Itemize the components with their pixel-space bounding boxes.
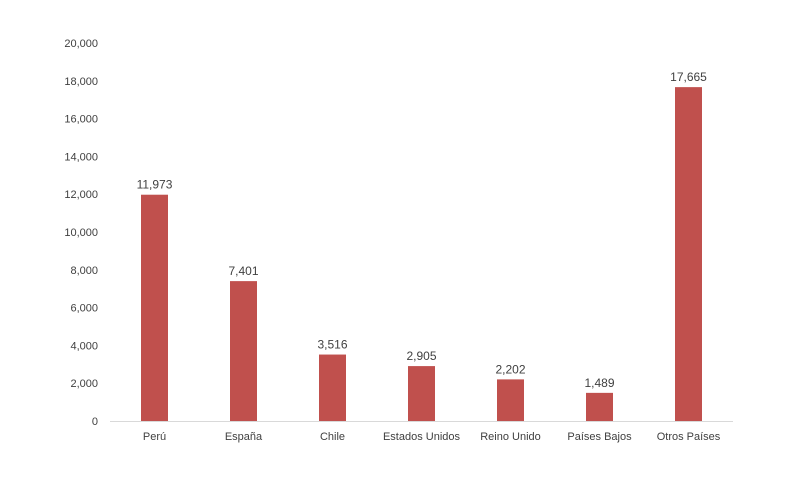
- x-tick-label: Reino Unido: [480, 431, 541, 443]
- x-tick-label: Países Bajos: [567, 431, 632, 443]
- bar: [230, 281, 257, 421]
- data-labels-group: 11,973 7,401 3,516 2,905 2,202 1,489 17,665: [137, 70, 708, 390]
- bar: [497, 379, 524, 421]
- bar: [408, 366, 435, 421]
- data-label: 2,905: [406, 349, 436, 363]
- data-label: 1,489: [584, 376, 614, 390]
- y-tick-label: 18,000: [64, 76, 98, 88]
- bar: [141, 194, 168, 421]
- y-tick-label: 10,000: [64, 227, 98, 239]
- y-tick-label: 12,000: [64, 189, 98, 201]
- y-axis: 0 2,000 4,000 6,000 8,000 10,000 12,000 14,000 1…: [64, 38, 98, 428]
- x-tick-label: Chile: [320, 431, 345, 443]
- y-tick-label: 0: [92, 416, 98, 428]
- y-tick-label: 16,000: [64, 114, 98, 126]
- data-label: 7,401: [228, 264, 258, 278]
- bar: [319, 354, 346, 421]
- bar: [586, 392, 613, 421]
- data-label: 17,665: [670, 70, 707, 84]
- bar: [675, 87, 702, 421]
- data-label: 3,516: [317, 338, 347, 352]
- y-tick-label: 14,000: [64, 151, 98, 163]
- y-tick-label: 2,000: [70, 378, 98, 390]
- y-tick-label: 20,000: [64, 38, 98, 50]
- x-tick-label: Otros Países: [657, 431, 721, 443]
- x-tick-label: España: [225, 431, 263, 443]
- y-tick-label: 4,000: [70, 340, 98, 352]
- data-label: 11,973: [137, 178, 173, 192]
- x-axis: Perú España Chile Estados Unidos Reino Unido…: [110, 421, 733, 443]
- x-tick-label: Estados Unidos: [383, 431, 461, 443]
- y-tick-label: 8,000: [70, 265, 98, 277]
- x-tick-label: Perú: [143, 431, 166, 443]
- bars-group: [141, 87, 702, 421]
- data-label: 2,202: [495, 362, 525, 376]
- y-tick-label: 6,000: [70, 303, 98, 315]
